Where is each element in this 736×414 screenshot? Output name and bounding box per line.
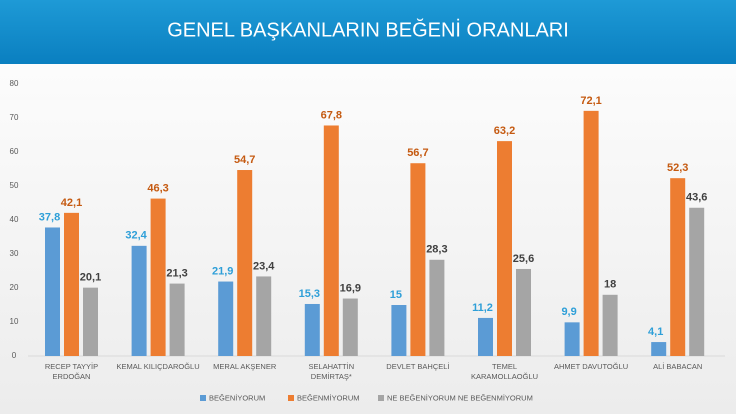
y-tick-label: 10 [10, 317, 19, 326]
bar [689, 207, 705, 356]
bar [304, 303, 320, 356]
bar [651, 342, 667, 356]
bar [323, 125, 339, 356]
data-label: 46,3 [147, 182, 168, 194]
data-label: 9,9 [561, 306, 576, 318]
x-tick-label: KEMAL KILIÇDAROĞLU [117, 362, 200, 371]
bar [497, 141, 512, 356]
data-label: 25,6 [513, 253, 534, 265]
x-tick-label: RECEP TAYYİP ERDOĞAN [45, 362, 98, 381]
data-label: 21,9 [212, 265, 233, 277]
data-label: 15,3 [299, 288, 320, 300]
bar [429, 259, 445, 356]
bar [256, 276, 272, 356]
data-label: 42,1 [61, 197, 82, 209]
bar [516, 268, 531, 356]
chart-title: GENEL BAŞKANLARIN BEĞENİ ORANLARI [167, 18, 569, 41]
legend-swatch [200, 395, 206, 401]
x-tick-label: DEVLET BAHÇELİ [386, 362, 449, 371]
y-tick-label: 80 [10, 79, 19, 88]
bar [342, 298, 358, 356]
bar [218, 281, 234, 356]
legend-label: NE BEĞENİYORUM NE BEĞENMİYORUM [387, 393, 533, 402]
y-tick-label: 0 [12, 351, 17, 360]
x-tick-label: AHMET DAVUTOĞLU [554, 362, 628, 371]
data-label: 56,7 [407, 147, 428, 159]
bar [150, 198, 166, 356]
bar [410, 163, 426, 356]
bar [64, 212, 79, 356]
legend-swatch [288, 395, 294, 401]
data-label: 21,3 [166, 267, 187, 279]
data-label: 18 [604, 279, 616, 291]
data-label: 20,1 [80, 272, 101, 284]
title-bar [0, 0, 736, 64]
x-tick-label: SELAHATTİN DEMİRTAŞ* [308, 362, 354, 381]
data-label: 67,8 [321, 109, 342, 121]
y-tick-label: 60 [10, 147, 19, 156]
data-label: 32,4 [125, 230, 147, 242]
bar [131, 245, 147, 356]
x-tick-label: MERAL AKŞENER [213, 362, 277, 371]
bar [45, 227, 60, 356]
bar [602, 294, 618, 356]
data-label: 37,8 [39, 211, 60, 223]
legend-swatch [378, 395, 384, 401]
data-label: 52,3 [667, 162, 688, 174]
data-label: 43,6 [686, 192, 707, 204]
y-tick-label: 20 [10, 283, 19, 292]
bar [564, 322, 580, 356]
bar [169, 283, 185, 356]
data-label: 28,3 [426, 244, 447, 256]
data-label: 16,9 [340, 282, 361, 294]
x-tick-label: TEMEL KARAMOLLAOĞLU [471, 362, 538, 381]
bar [478, 317, 493, 356]
bar [583, 110, 599, 356]
bar [670, 178, 686, 356]
legend-label: BEĞENMİYORUM [297, 393, 360, 402]
y-tick-label: 30 [10, 249, 19, 258]
data-label: 54,7 [234, 154, 255, 166]
data-label: 11,2 [472, 302, 493, 314]
bar [391, 305, 407, 356]
data-label: 4,1 [648, 326, 663, 338]
y-tick-label: 50 [10, 181, 19, 190]
bar [237, 170, 253, 356]
data-label: 23,4 [253, 260, 275, 272]
bar [83, 287, 98, 356]
data-label: 72,1 [580, 95, 601, 107]
legend-label: BEĞENİYORUM [209, 393, 265, 402]
y-tick-label: 40 [10, 215, 19, 224]
y-tick-label: 70 [10, 113, 19, 122]
data-label: 63,2 [494, 125, 515, 137]
x-tick-label: ALİ BABACAN [653, 362, 702, 371]
data-label: 15 [390, 289, 402, 301]
